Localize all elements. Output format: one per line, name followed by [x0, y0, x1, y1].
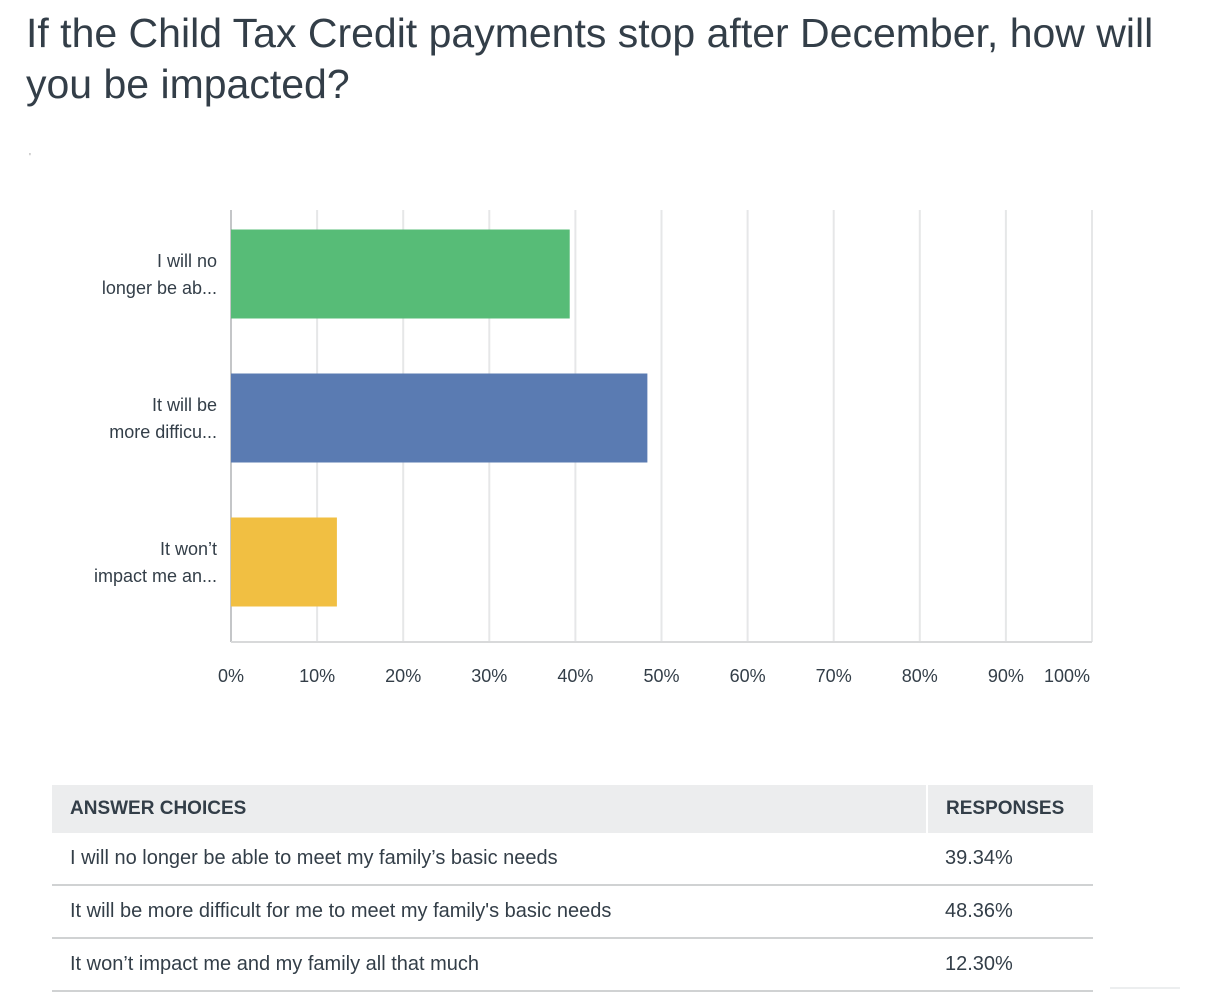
- tick-label: 100%: [1044, 666, 1090, 686]
- category-label: longer be ab...: [102, 278, 217, 298]
- tick-label: 30%: [471, 666, 507, 686]
- category-label: It will be: [152, 395, 217, 415]
- tick-label: 80%: [902, 666, 938, 686]
- response-percent: 12.30%: [927, 938, 1093, 992]
- tick-label: 40%: [557, 666, 593, 686]
- header-responses[interactable]: RESPONSES: [926, 785, 1093, 833]
- category-label: impact me an...: [94, 566, 217, 586]
- response-percent: 39.34%: [927, 833, 1093, 886]
- table-divider: [1110, 987, 1180, 989]
- bar: [231, 229, 570, 319]
- bar: [231, 517, 337, 607]
- tick-label: 0%: [218, 666, 244, 686]
- tick-label: 70%: [816, 666, 852, 686]
- category-label: I will no: [157, 251, 217, 271]
- answer-choice: I will no longer be able to meet my fami…: [52, 833, 927, 886]
- tick-label: 60%: [730, 666, 766, 686]
- answer-choice: It won’t impact me and my family all tha…: [52, 938, 927, 992]
- tick-label: 50%: [643, 666, 679, 686]
- tick-label: 20%: [385, 666, 421, 686]
- header-answer-choices[interactable]: ANSWER CHOICES: [52, 785, 927, 833]
- category-label: more difficu...: [109, 422, 217, 442]
- table-row: It won’t impact me and my family all tha…: [52, 938, 1093, 992]
- table-row: I will no longer be able to meet my fami…: [52, 833, 1093, 886]
- response-percent: 48.36%: [927, 885, 1093, 939]
- responses-table: ANSWER CHOICES RESPONSES I will no longe…: [52, 785, 1093, 992]
- category-label: It won’t: [160, 539, 217, 559]
- bar-chart: 0% 10% 20% 30% 40% 50% 60% 70% 80% 90% 100% I will …: [94, 210, 1093, 686]
- tick-label: 10%: [299, 666, 335, 686]
- table-row: It will be more difficult for me to meet…: [52, 885, 1093, 939]
- answer-choice: It will be more difficult for me to meet…: [52, 885, 927, 939]
- bar: [231, 373, 648, 463]
- subtitle-mark: ': [29, 152, 31, 163]
- tick-label: 90%: [988, 666, 1024, 686]
- question-title: If the Child Tax Credit payments stop af…: [26, 10, 1154, 107]
